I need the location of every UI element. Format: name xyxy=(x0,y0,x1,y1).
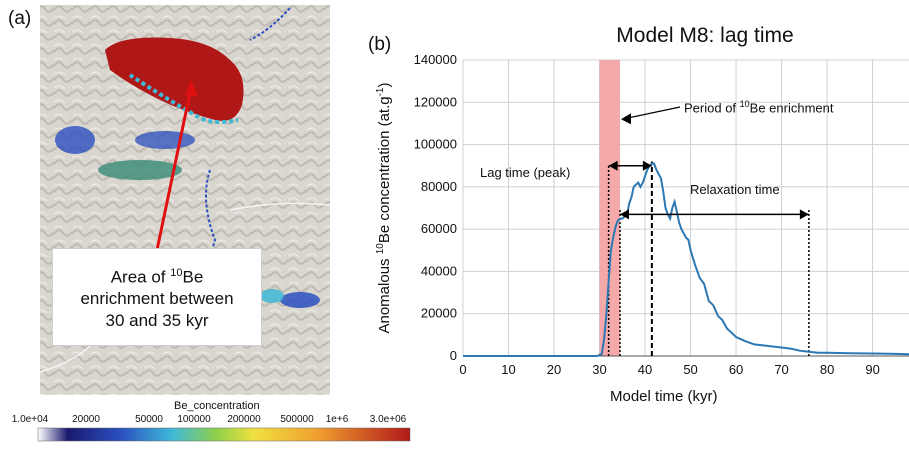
colorbar xyxy=(37,427,411,442)
colorbar-tick: 500000 xyxy=(280,414,314,425)
x-tick-label: 20 xyxy=(547,362,561,377)
y-tick-label: 140000 xyxy=(414,52,457,67)
y-tick-label: 0 xyxy=(450,348,457,363)
x-tick-label: 80 xyxy=(820,362,834,377)
colorbar-tick: 100000 xyxy=(177,414,211,425)
enrichment-area-blue xyxy=(280,292,320,308)
lag-arrow-head xyxy=(608,160,618,171)
x-tick-label: 70 xyxy=(774,362,788,377)
enrichment-area-green xyxy=(260,289,284,303)
colorbar-tick: 1.0e+04 xyxy=(11,414,49,425)
enrichment-area-green xyxy=(98,160,182,180)
x-tick-label: 30 xyxy=(592,362,606,377)
period-arrow xyxy=(621,106,681,120)
enrichment-fringe xyxy=(128,73,239,125)
panel-label-a: (a) xyxy=(8,8,32,29)
x-tick-label: 10 xyxy=(501,362,515,377)
y-tick-label: 120000 xyxy=(414,94,457,109)
x-tick-label: 0 xyxy=(459,362,466,377)
y-tick-label: 40000 xyxy=(421,263,457,278)
colorbar-title: Be_concentration xyxy=(174,400,260,412)
y-tick-label: 80000 xyxy=(421,179,457,194)
enrichment-area-main xyxy=(105,37,244,121)
enrichment-area-blue xyxy=(55,126,95,154)
y-tick-label: 20000 xyxy=(421,306,457,321)
lag-annotation: Lag time (peak) xyxy=(480,165,571,180)
colorbar-tick: 200000 xyxy=(227,414,261,425)
y-tick-label: 100000 xyxy=(414,137,457,152)
x-axis-title: Model time (kyr) xyxy=(610,388,718,405)
callout-arrowhead xyxy=(185,80,198,96)
relaxation-annotation: Relaxation time xyxy=(690,182,780,197)
border-line xyxy=(229,202,331,211)
period-arrow-head xyxy=(621,113,632,125)
enrichment-band xyxy=(599,60,621,356)
lag-arrow-head xyxy=(642,160,652,171)
x-tick-label: 40 xyxy=(638,362,652,377)
callout-arrow xyxy=(155,87,193,251)
area-callout: Area of 10Be enrichment between 30 and 3… xyxy=(52,248,262,346)
x-tick-label: 90 xyxy=(865,362,879,377)
x-tick-label: 60 xyxy=(729,362,743,377)
y-tick-label: 60000 xyxy=(421,221,457,236)
colorbar-tick: 3.0e+06 xyxy=(369,414,407,425)
river-line xyxy=(205,169,221,301)
panel-label-b: (b) xyxy=(368,34,392,55)
chart-title: Model M8: lag time xyxy=(616,24,794,47)
relaxation-arrow-head xyxy=(799,209,809,220)
x-tick-label: 50 xyxy=(683,362,697,377)
y-axis-title: Anomalous 10Be concentration (at.g-1) xyxy=(375,82,393,334)
relaxation-arrow-head xyxy=(620,209,630,220)
period-annotation: Period of 10Be enrichment xyxy=(684,99,834,116)
colorbar-tick: 20000 xyxy=(72,414,100,425)
series-line xyxy=(463,162,909,357)
colorbar-tick: 1e+6 xyxy=(325,414,349,425)
colorbar-tick: 50000 xyxy=(135,414,163,425)
river-line xyxy=(249,7,291,41)
